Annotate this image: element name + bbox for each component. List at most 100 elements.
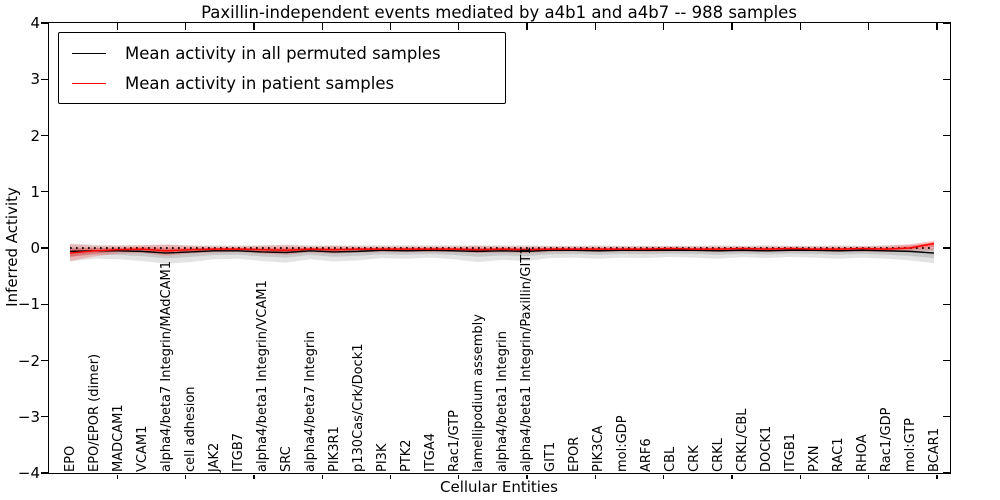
y-tick-left — [40, 303, 48, 305]
x-tick-label: EPO/EPOR (dimer) — [86, 353, 102, 472]
y-tick-left — [40, 472, 48, 474]
x-tick-label: BCAR1 — [926, 428, 942, 472]
y-tick-left — [40, 416, 48, 418]
x-tick-top — [321, 23, 323, 30]
legend-item-patient: Mean activity in patient samples — [59, 68, 505, 98]
x-tick-label: RHOA — [854, 434, 870, 472]
x-tick-top — [799, 23, 801, 30]
x-tick-label: CRKL/CBL — [734, 408, 750, 473]
x-tick-label: PTK2 — [398, 439, 414, 472]
chart-canvas — [69, 240, 935, 264]
x-tick-label: PI3K — [374, 443, 390, 472]
y-tick-left — [40, 134, 48, 137]
x-tick-label: Rac1/GDP — [878, 407, 894, 472]
chart-title: Paxillin-independent events mediated by … — [201, 3, 797, 22]
y-tick-right — [943, 78, 950, 80]
legend-line-sample-permuted — [72, 52, 106, 54]
x-tick-label: EPOR — [566, 436, 582, 472]
y-tick-label: 3 — [30, 70, 40, 89]
x-tick-label: SRC — [278, 446, 294, 472]
x-tick-label: RAC1 — [830, 437, 846, 472]
y-tick-right — [943, 416, 950, 418]
x-tick-label: CBL — [662, 446, 678, 472]
x-tick-label: JAK2 — [206, 442, 222, 472]
x-tick-bottom — [184, 474, 187, 479]
x-tick-label: EPO — [62, 445, 78, 472]
x-tick-label: Rac1/GTP — [446, 410, 462, 472]
y-tick-left — [40, 78, 48, 80]
x-tick-top — [116, 23, 118, 30]
y-tick-label: 1 — [30, 182, 40, 201]
y-tick-left — [40, 247, 48, 249]
x-tick-label: PIK3CA — [590, 425, 606, 472]
x-tick-label: p130Cas/Crk/Dock1 — [350, 343, 366, 472]
patient-mean-line — [69, 242, 935, 254]
x-tick-label: MADCAM1 — [110, 404, 126, 472]
x-tick-top — [594, 23, 597, 30]
x-tick-top — [526, 23, 528, 30]
y-tick-left — [40, 22, 48, 24]
x-tick-bottom — [867, 474, 870, 479]
x-tick-label: GIT1 — [542, 441, 558, 472]
x-tick-label: ITGB7 — [230, 432, 246, 472]
permuted-mean-line — [69, 249, 935, 254]
x-tick-label: cell adhesion — [182, 386, 198, 472]
legend-label-patient: Mean activity in patient samples — [125, 73, 395, 93]
x-tick-label: ITGB1 — [782, 432, 798, 472]
x-tick-bottom — [936, 474, 938, 479]
x-tick-label: DOCK1 — [758, 425, 774, 472]
x-axis-label: Cellular Entities — [440, 478, 558, 496]
x-tick-label: alpha4/beta1 Integrin/VCAM1 — [254, 280, 270, 472]
x-tick-bottom — [526, 474, 528, 479]
x-tick-bottom — [116, 474, 118, 479]
x-tick-bottom — [799, 474, 801, 479]
x-tick-label: CRK — [686, 445, 702, 472]
y-tick-label: −3 — [17, 407, 40, 426]
x-tick-bottom — [663, 474, 665, 479]
x-tick-label: alpha4/beta1 Integrin/Paxillin/GIT1 — [518, 246, 534, 472]
y-tick-left — [40, 191, 48, 193]
x-tick-bottom — [594, 474, 597, 479]
x-tick-label: alpha4/beta7 Integrin/MAdCAM1 — [158, 261, 174, 472]
x-tick-bottom — [253, 474, 255, 479]
x-tick-label: ITGA4 — [422, 432, 438, 472]
y-tick-label: 2 — [30, 126, 40, 145]
y-tick-right — [943, 247, 950, 249]
legend-item-permuted: Mean activity in all permuted samples — [59, 38, 505, 68]
x-tick-top — [253, 23, 255, 30]
x-tick-top — [936, 23, 938, 30]
y-tick-right — [943, 359, 950, 362]
y-tick-label: −1 — [17, 295, 40, 314]
x-tick-top — [458, 23, 460, 30]
legend: Mean activity in all permuted samples Me… — [58, 32, 506, 104]
y-tick-left — [40, 359, 48, 362]
y-tick-label: 0 — [30, 239, 40, 257]
x-tick-top — [389, 23, 392, 30]
y-tick-label: −2 — [17, 351, 40, 370]
y-tick-right — [943, 303, 950, 305]
y-tick-right — [943, 22, 950, 24]
x-tick-top — [184, 23, 187, 30]
x-tick-top — [663, 23, 665, 30]
legend-line-sample-patient — [72, 82, 106, 84]
x-tick-label: mol:GTP — [902, 418, 918, 472]
x-tick-label: VCAM1 — [134, 425, 150, 472]
x-tick-label: mol:GDP — [614, 415, 630, 472]
x-tick-label: alpha4/beta7 Integrin — [302, 330, 318, 472]
x-tick-label: alpha4/beta1 Integrin — [494, 330, 510, 472]
y-tick-label: 4 — [30, 14, 40, 32]
x-tick-label: PIK3R1 — [326, 426, 342, 472]
y-tick-label: −4 — [17, 464, 40, 482]
x-tick-top — [731, 23, 733, 30]
plot-area: Mean activity in all permuted samples Me… — [18, 14, 951, 482]
y-tick-right — [943, 134, 950, 137]
y-tick-right — [943, 191, 950, 193]
x-tick-bottom — [321, 474, 323, 479]
legend-label-permuted: Mean activity in all permuted samples — [125, 43, 441, 63]
x-tick-bottom — [731, 474, 733, 479]
y-tick-right — [943, 472, 950, 474]
x-tick-top — [867, 23, 870, 30]
x-tick-label: PXN — [806, 445, 822, 472]
x-tick-label: CRKL — [710, 438, 726, 472]
